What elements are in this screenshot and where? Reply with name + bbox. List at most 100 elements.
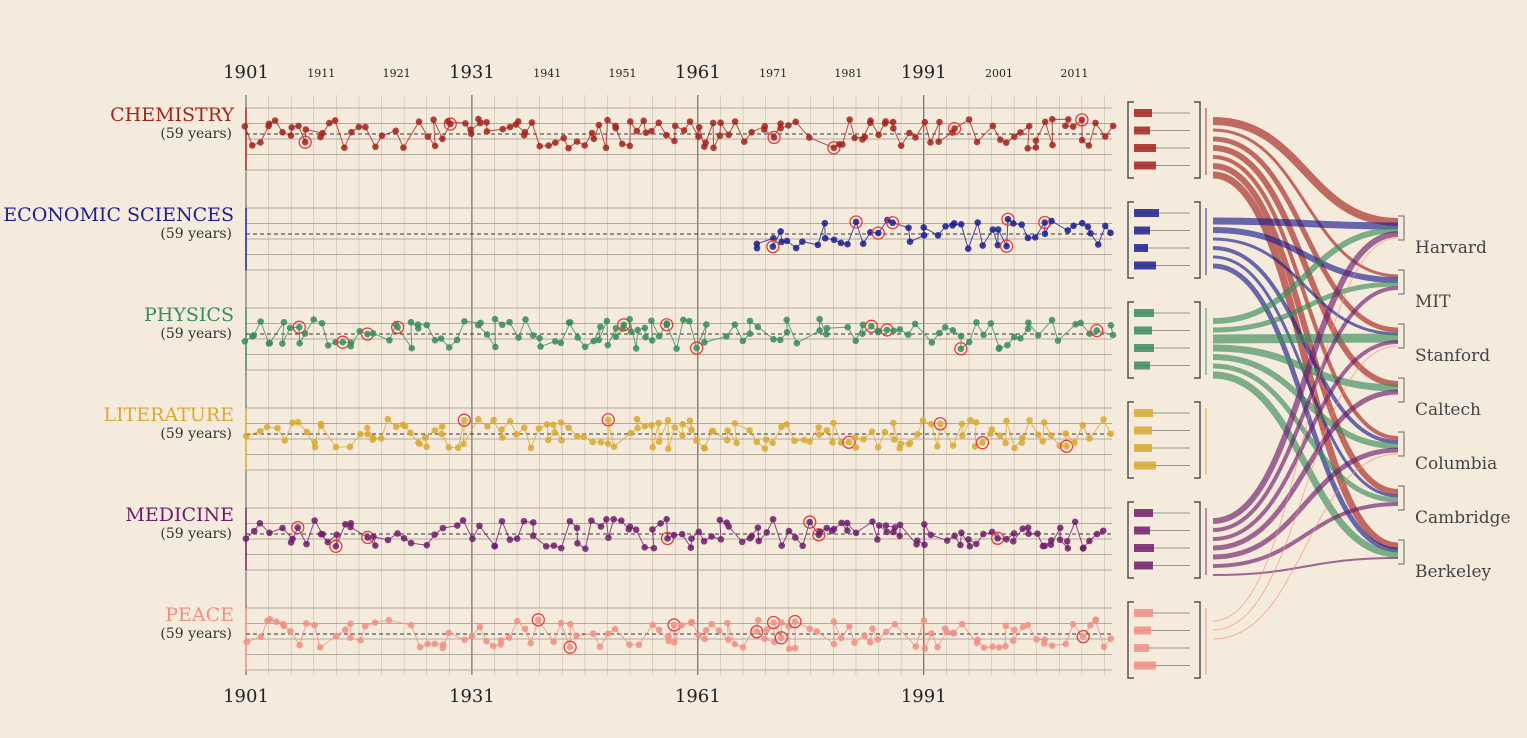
laureate-dot[interactable] xyxy=(679,420,686,428)
laureate-dot[interactable] xyxy=(816,528,824,536)
laureate-dot[interactable] xyxy=(590,337,598,345)
laureate-dot[interactable] xyxy=(460,440,467,448)
laureate-dot[interactable] xyxy=(1107,635,1115,643)
laureate-dot[interactable] xyxy=(957,332,965,340)
laureate-dot[interactable] xyxy=(987,320,995,327)
laureate-dot[interactable] xyxy=(695,133,702,140)
laureate-dot[interactable] xyxy=(520,424,528,431)
laureate-dot[interactable] xyxy=(875,522,883,529)
laureate-dot[interactable] xyxy=(536,334,543,342)
laureate-dot[interactable] xyxy=(241,337,249,345)
laureate-dot[interactable] xyxy=(852,444,860,451)
laureate-dot[interactable] xyxy=(257,318,264,325)
laureate-dot[interactable] xyxy=(1003,417,1010,425)
laureate-dot[interactable] xyxy=(770,619,777,626)
laureate-dot[interactable] xyxy=(1031,233,1039,241)
laureate-dot[interactable] xyxy=(686,417,694,425)
laureate-dot[interactable] xyxy=(957,345,965,353)
laureate-dot[interactable] xyxy=(528,119,536,126)
laureate-dot[interactable] xyxy=(928,420,935,428)
laureate-dot[interactable] xyxy=(545,142,552,149)
laureate-dot[interactable] xyxy=(1041,118,1049,126)
laureate-dot[interactable] xyxy=(673,345,680,352)
laureate-dot[interactable] xyxy=(882,628,890,636)
laureate-dot[interactable] xyxy=(867,117,874,125)
laureate-dot[interactable] xyxy=(965,338,973,346)
laureate-dot[interactable] xyxy=(799,542,806,550)
laureate-dot[interactable] xyxy=(852,337,860,345)
laureate-dot[interactable] xyxy=(287,539,295,546)
laureate-dot[interactable] xyxy=(294,524,302,531)
laureate-dot[interactable] xyxy=(339,338,347,346)
laureate-dot[interactable] xyxy=(590,135,598,143)
laureate-dot[interactable] xyxy=(401,422,409,430)
laureate-dot[interactable] xyxy=(1100,416,1107,423)
laureate-dot[interactable] xyxy=(574,432,581,440)
institution-label[interactable]: Stanford xyxy=(1415,346,1490,366)
laureate-dot[interactable] xyxy=(287,627,294,635)
laureate-dot[interactable] xyxy=(665,632,672,640)
laureate-dot[interactable] xyxy=(331,117,339,124)
laureate-dot[interactable] xyxy=(634,326,641,334)
laureate-dot[interactable] xyxy=(580,433,588,441)
laureate-dot[interactable] xyxy=(439,135,446,143)
laureate-dot[interactable] xyxy=(529,332,537,339)
laureate-dot[interactable] xyxy=(882,522,890,529)
laureate-dot[interactable] xyxy=(1002,439,1009,447)
laureate-dot[interactable] xyxy=(271,117,279,124)
laureate-dot[interactable] xyxy=(573,524,581,532)
laureate-dot[interactable] xyxy=(905,440,913,448)
laureate-dot[interactable] xyxy=(823,524,831,532)
laureate-dot[interactable] xyxy=(881,428,889,436)
laureate-dot[interactable] xyxy=(1024,524,1032,531)
laureate-dot[interactable] xyxy=(1002,139,1010,147)
laureate-dot[interactable] xyxy=(596,643,604,651)
laureate-dot[interactable] xyxy=(467,126,474,133)
laureate-dot[interactable] xyxy=(295,323,303,331)
laureate-dot[interactable] xyxy=(498,321,506,329)
laureate-dot[interactable] xyxy=(785,527,793,535)
laureate-dot[interactable] xyxy=(869,625,876,632)
laureate-dot[interactable] xyxy=(604,440,612,447)
laureate-dot[interactable] xyxy=(311,443,319,451)
laureate-dot[interactable] xyxy=(648,421,655,429)
laureate-dot[interactable] xyxy=(1063,442,1070,450)
laureate-dot[interactable] xyxy=(995,644,1003,651)
laureate-dot[interactable] xyxy=(830,144,838,152)
laureate-dot[interactable] xyxy=(1079,422,1087,429)
laureate-dot[interactable] xyxy=(890,528,897,536)
laureate-dot[interactable] xyxy=(604,416,612,424)
laureate-dot[interactable] xyxy=(814,241,822,249)
laureate-dot[interactable] xyxy=(506,536,514,543)
laureate-dot[interactable] xyxy=(791,644,799,652)
laureate-dot[interactable] xyxy=(392,127,400,135)
laureate-dot[interactable] xyxy=(617,517,625,524)
laureate-dot[interactable] xyxy=(688,535,695,542)
laureate-dot[interactable] xyxy=(620,321,628,329)
laureate-dot[interactable] xyxy=(256,427,264,435)
laureate-dot[interactable] xyxy=(702,139,710,147)
laureate-dot[interactable] xyxy=(574,334,582,341)
laureate-dot[interactable] xyxy=(724,427,731,434)
laureate-dot[interactable] xyxy=(906,129,913,137)
laureate-dot[interactable] xyxy=(537,343,544,350)
laureate-dot[interactable] xyxy=(1034,530,1041,537)
laureate-dot[interactable] xyxy=(1078,116,1086,124)
laureate-dot[interactable] xyxy=(823,427,831,434)
laureate-dot[interactable] xyxy=(1034,331,1042,339)
laureate-dot[interactable] xyxy=(777,228,784,235)
laureate-dot[interactable] xyxy=(324,342,332,349)
institution-label[interactable]: Harvard xyxy=(1415,238,1487,258)
laureate-dot[interactable] xyxy=(852,218,860,226)
laureate-dot[interactable] xyxy=(988,426,996,433)
laureate-dot[interactable] xyxy=(816,327,823,334)
laureate-dot[interactable] xyxy=(445,344,453,351)
laureate-dot[interactable] xyxy=(701,339,708,346)
laureate-dot[interactable] xyxy=(958,529,965,537)
laureate-dot[interactable] xyxy=(920,232,928,239)
laureate-dot[interactable] xyxy=(664,445,672,453)
laureate-dot[interactable] xyxy=(710,144,717,152)
laureate-dot[interactable] xyxy=(913,537,921,544)
laureate-dot[interactable] xyxy=(394,530,401,537)
laureate-dot[interactable] xyxy=(1048,115,1056,123)
